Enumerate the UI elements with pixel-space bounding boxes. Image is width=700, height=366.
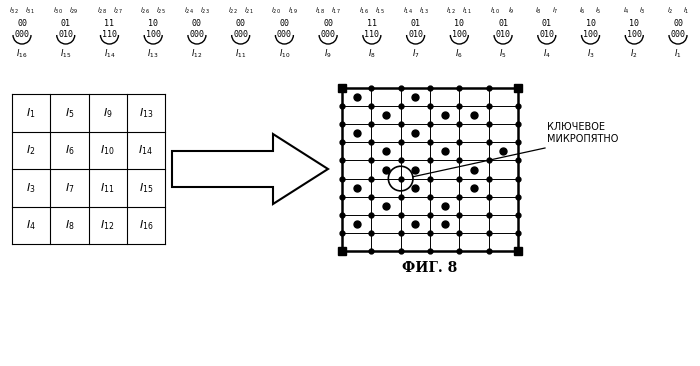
Text: $I_3$: $I_3$	[27, 181, 36, 195]
Text: 010: 010	[58, 30, 74, 39]
Text: $I_{9}$: $I_{9}$	[324, 47, 332, 60]
Text: 00: 00	[236, 19, 246, 28]
Text: $i_{14}$: $i_{14}$	[402, 6, 412, 16]
Text: ФИГ. 8: ФИГ. 8	[402, 261, 458, 275]
Text: $i_{27}$: $i_{27}$	[113, 6, 122, 16]
Text: 000: 000	[321, 30, 335, 39]
Text: 010: 010	[539, 30, 554, 39]
Text: 100: 100	[583, 30, 598, 39]
Text: $i_{22}$: $i_{22}$	[228, 6, 237, 16]
Text: $i_{19}$: $i_{19}$	[288, 6, 298, 16]
Text: $i_{28}$: $i_{28}$	[97, 6, 106, 16]
Text: $I_{10}$: $I_{10}$	[100, 143, 115, 157]
Text: $i_{18}$: $i_{18}$	[315, 6, 325, 16]
Text: $I_{6}$: $I_{6}$	[456, 47, 463, 60]
Text: $i_{32}$: $i_{32}$	[9, 6, 19, 16]
Text: $I_{10}$: $I_{10}$	[279, 47, 290, 60]
Text: $i_{11}$: $i_{11}$	[463, 6, 473, 16]
Text: $i_{17}$: $i_{17}$	[331, 6, 341, 16]
Text: $I_2$: $I_2$	[27, 143, 36, 157]
Text: 01: 01	[61, 19, 71, 28]
Text: $I_{12}$: $I_{12}$	[191, 47, 202, 60]
Text: 11: 11	[367, 19, 377, 28]
Text: $i_{1}$: $i_{1}$	[682, 6, 690, 16]
Text: $i_{21}$: $i_{21}$	[244, 6, 253, 16]
Text: 01: 01	[411, 19, 421, 28]
Text: $i_{24}$: $i_{24}$	[184, 6, 194, 16]
Text: 11: 11	[104, 19, 115, 28]
Text: 00: 00	[323, 19, 333, 28]
Text: $I_{15}$: $I_{15}$	[60, 47, 71, 60]
Text: 10: 10	[454, 19, 464, 28]
Text: 000: 000	[671, 30, 685, 39]
Text: $I_{2}$: $I_{2}$	[631, 47, 638, 60]
Text: $I_4$: $I_4$	[26, 219, 36, 232]
Text: $I_{16}$: $I_{16}$	[16, 47, 28, 60]
Text: $I_{12}$: $I_{12}$	[100, 219, 115, 232]
Text: $I_{5}$: $I_{5}$	[499, 47, 507, 60]
Text: 110: 110	[365, 30, 379, 39]
Text: $I_7$: $I_7$	[64, 181, 74, 195]
Text: КЛЮЧЕВОЕ
МИКРОПЯТНО: КЛЮЧЕВОЕ МИКРОПЯТНО	[547, 122, 618, 144]
Text: $I_{11}$: $I_{11}$	[100, 181, 115, 195]
Text: $i_{20}$: $i_{20}$	[272, 6, 281, 16]
Text: 100: 100	[146, 30, 161, 39]
Text: $i_{7}$: $i_{7}$	[552, 6, 558, 16]
Text: $I_{1}$: $I_{1}$	[674, 47, 682, 60]
Text: 000: 000	[233, 30, 248, 39]
Text: $I_8$: $I_8$	[64, 219, 74, 232]
Text: 100: 100	[452, 30, 467, 39]
Text: $i_{10}$: $i_{10}$	[490, 6, 500, 16]
Text: $i_{2}$: $i_{2}$	[666, 6, 673, 16]
Text: $i_{4}$: $i_{4}$	[623, 6, 630, 16]
Text: 10: 10	[148, 19, 158, 28]
Text: $i_{8}$: $i_{8}$	[536, 6, 542, 16]
Text: $I_5$: $I_5$	[64, 106, 74, 120]
Text: $i_{26}$: $i_{26}$	[140, 6, 150, 16]
Text: 10: 10	[585, 19, 596, 28]
Text: $I_1$: $I_1$	[27, 106, 36, 120]
Text: $i_{30}$: $i_{30}$	[52, 6, 63, 16]
Text: $i_{12}$: $i_{12}$	[447, 6, 456, 16]
Text: $i_{13}$: $i_{13}$	[419, 6, 428, 16]
Text: $I_{4}$: $I_{4}$	[543, 47, 551, 60]
Text: 100: 100	[626, 30, 642, 39]
Text: 01: 01	[498, 19, 508, 28]
Text: 010: 010	[408, 30, 423, 39]
Text: 01: 01	[542, 19, 552, 28]
Text: $I_6$: $I_6$	[64, 143, 74, 157]
Text: 000: 000	[277, 30, 292, 39]
Text: $i_{25}$: $i_{25}$	[156, 6, 166, 16]
Text: 110: 110	[102, 30, 117, 39]
Text: $i_{23}$: $i_{23}$	[200, 6, 210, 16]
Text: $I_{13}$: $I_{13}$	[148, 47, 159, 60]
Text: $i_{16}$: $i_{16}$	[359, 6, 369, 16]
Text: $i_{3}$: $i_{3}$	[639, 6, 645, 16]
Text: $I_{3}$: $I_{3}$	[587, 47, 594, 60]
Text: $I_{8}$: $I_{8}$	[368, 47, 376, 60]
Text: $I_{7}$: $I_{7}$	[412, 47, 419, 60]
Text: $i_{5}$: $i_{5}$	[595, 6, 602, 16]
Text: 10: 10	[629, 19, 639, 28]
Text: 010: 010	[496, 30, 510, 39]
Text: $i_{31}$: $i_{31}$	[25, 6, 35, 16]
Text: 00: 00	[673, 19, 683, 28]
Text: $I_{15}$: $I_{15}$	[139, 181, 153, 195]
Text: $I_{14}$: $I_{14}$	[139, 143, 153, 157]
Text: $i_{6}$: $i_{6}$	[579, 6, 586, 16]
Text: $I_9$: $I_9$	[103, 106, 113, 120]
Text: $I_{14}$: $I_{14}$	[104, 47, 116, 60]
Text: $i_{9}$: $i_{9}$	[508, 6, 514, 16]
Text: 00: 00	[192, 19, 202, 28]
Text: 00: 00	[279, 19, 289, 28]
Text: 00: 00	[17, 19, 27, 28]
Text: $I_{13}$: $I_{13}$	[139, 106, 153, 120]
Text: 000: 000	[190, 30, 204, 39]
Text: $I_{11}$: $I_{11}$	[235, 47, 246, 60]
Text: $i_{15}$: $i_{15}$	[375, 6, 385, 16]
Text: 000: 000	[15, 30, 29, 39]
Text: $i_{29}$: $i_{29}$	[69, 6, 78, 16]
Text: $I_{16}$: $I_{16}$	[139, 219, 153, 232]
